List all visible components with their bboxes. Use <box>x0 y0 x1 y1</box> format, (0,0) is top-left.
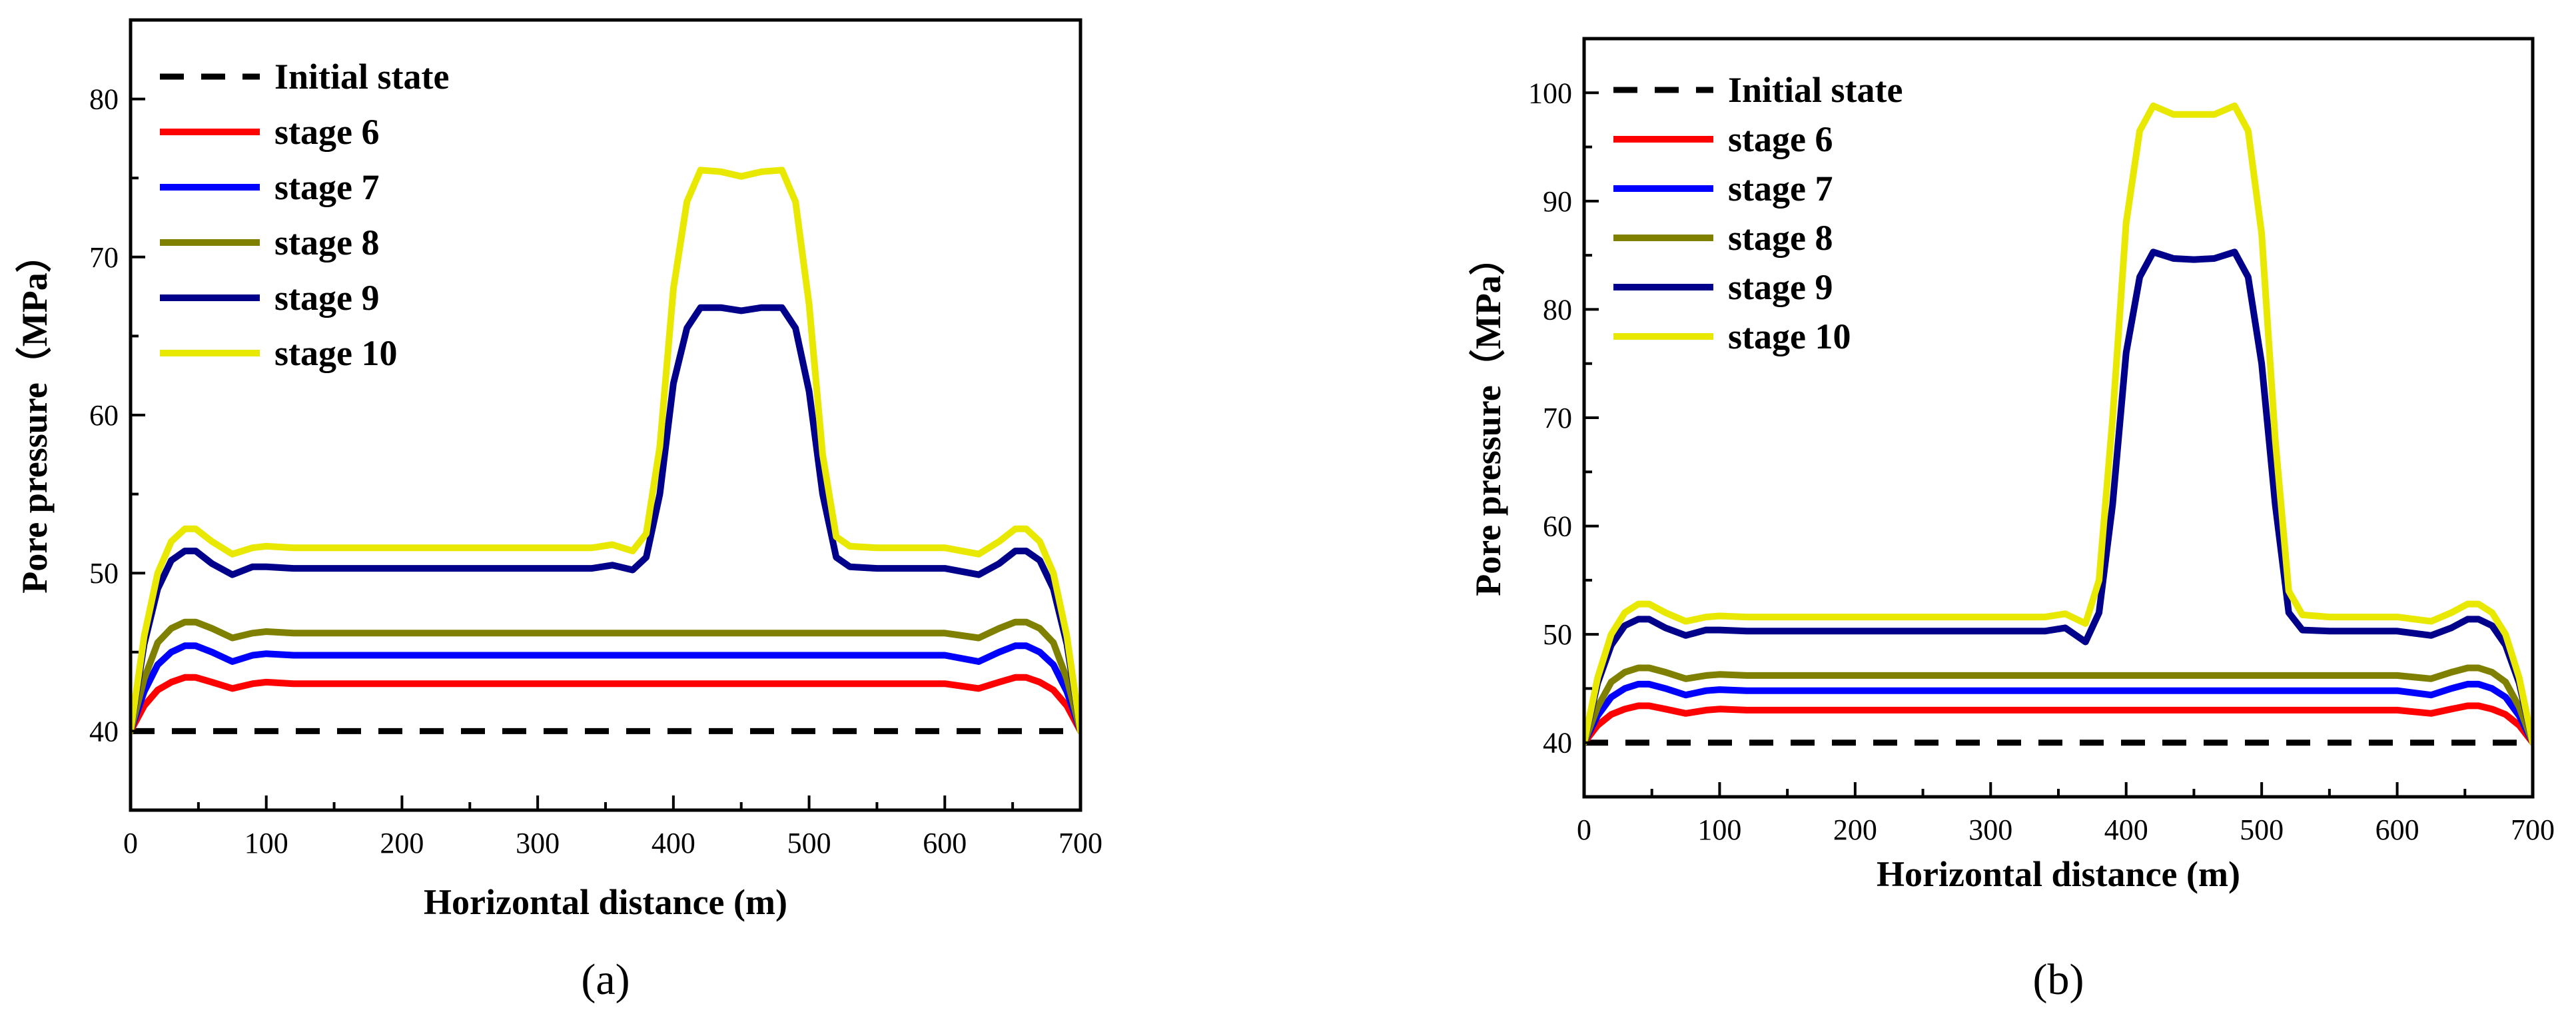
panel-a-series-line-stage-9 <box>131 304 1080 735</box>
panel-b-legend-label-stage-9: stage 9 <box>1728 267 1833 307</box>
panel-a-xtick-label: 600 <box>923 827 967 859</box>
panel-a-ytick-label: 70 <box>89 241 119 274</box>
panel-a-ytick-label: 50 <box>89 557 119 590</box>
panel-b-xtick-label: 400 <box>2104 813 2148 846</box>
panel-a-y-axis-label: Pore pressure（MPa） <box>15 237 55 593</box>
panel-b-series-group <box>1584 102 2533 746</box>
panel-b-xtick-label: 100 <box>1697 813 1741 846</box>
panel-b-xtick-label: 0 <box>1577 813 1591 846</box>
panel-b-ytick-label: 50 <box>1543 618 1572 651</box>
panel-a-legend-label-stage-7: stage 7 <box>274 167 379 207</box>
panel-a-series-line-stage-7 <box>131 642 1080 735</box>
panel-a-legend-label-stage-6: stage 6 <box>274 112 379 152</box>
panel-a-x-axis-label: Horizontal distance (m) <box>424 882 787 922</box>
panel-a-series-line-stage-8 <box>131 618 1080 735</box>
panel-b-xtick-label: 600 <box>2375 813 2419 846</box>
panel-a-legend-label-stage-8: stage 8 <box>274 223 379 262</box>
panel-a-xtick-label: 100 <box>244 827 288 859</box>
panel-a-legend-label-initial-state: Initial state <box>274 57 450 97</box>
panel-a-ytick-label: 60 <box>89 399 119 432</box>
panel-b-panel-label: (b) <box>2033 955 2084 1004</box>
panel-a-xtick-label: 0 <box>123 827 138 859</box>
chart-panel-a: 0 100 200 300 400 500 600 700 40 50 60 70 80 Horizont… <box>15 18 1102 1004</box>
panel-b-series-line-stage-7 <box>1584 680 2533 746</box>
panel-a-xtick-label: 700 <box>1059 827 1102 859</box>
panel-b-series-line-stage-9 <box>1584 249 2533 746</box>
panel-a-legend: Initial state stage 6 stage 7 stage 8 stage … <box>160 57 450 373</box>
panel-a-series-line-stage-6 <box>131 674 1080 735</box>
panel-a-legend-label-stage-10: stage 10 <box>274 333 397 373</box>
panel-b-legend-label-initial-state: Initial state <box>1728 70 1903 110</box>
panel-b-xtick-label: 500 <box>2240 813 2284 846</box>
panel-a-xtick-label: 400 <box>651 827 695 859</box>
panel-b-ytick-label: 100 <box>1528 77 1572 109</box>
panel-b-legend-label-stage-6: stage 6 <box>1728 119 1833 159</box>
panel-b-ytick-label: 80 <box>1543 293 1572 326</box>
chart-panel-b: 0 100 200 300 400 500 600 700 40 50 60 70 80 90 100 Hor… <box>1468 37 2555 1004</box>
panel-b-ytick-label: 40 <box>1543 727 1572 760</box>
panel-b-series-line-stage-6 <box>1584 702 2533 746</box>
panel-b-series-line-stage-8 <box>1584 664 2533 746</box>
panel-a-panel-label: (a) <box>581 955 630 1004</box>
panel-b-legend-label-stage-10: stage 10 <box>1728 316 1851 356</box>
panel-b-series-line-stage-10 <box>1584 102 2533 746</box>
panel-a-ytick-label: 40 <box>89 715 119 748</box>
panel-b-legend-label-stage-8: stage 8 <box>1728 218 1833 258</box>
panel-b-legend: Initial state stage 6 stage 7 stage 8 stage … <box>1613 70 1903 356</box>
panel-b-ytick-label: 90 <box>1543 185 1572 218</box>
panel-b-xtick-label: 200 <box>1833 813 1877 846</box>
panel-b-ytick-label: 70 <box>1543 402 1572 434</box>
panel-b-legend-label-stage-7: stage 7 <box>1728 169 1833 209</box>
panel-a-series-group <box>131 167 1080 735</box>
panel-b-xtick-label: 300 <box>1968 813 2012 846</box>
panel-a-legend-label-stage-9: stage 9 <box>274 278 379 318</box>
panel-b-plot-frame <box>1582 37 2535 799</box>
panel-a-ytick-label: 80 <box>89 83 119 116</box>
panel-a-xtick-label: 200 <box>380 827 424 859</box>
panel-b-y-axis-label: Pore pressure（MPa） <box>1468 239 1508 596</box>
panel-a-xtick-label: 300 <box>516 827 560 859</box>
panel-b-ytick-label: 60 <box>1543 510 1572 543</box>
panel-a-plot-frame <box>129 18 1082 812</box>
panel-a-xtick-label: 500 <box>787 827 831 859</box>
panel-b-x-axis-label: Horizontal distance (m) <box>1877 854 2240 894</box>
panel-b-xtick-label: 700 <box>2511 813 2555 846</box>
panel-a-series-line-stage-10 <box>131 167 1080 735</box>
